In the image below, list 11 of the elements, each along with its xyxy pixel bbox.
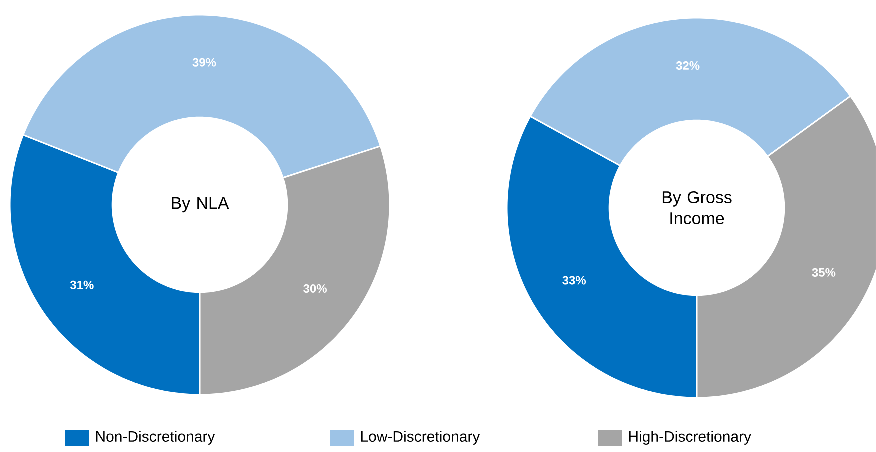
text: By Gross Income bbox=[662, 191, 732, 225]
text: By NLA bbox=[172, 197, 230, 213]
data-label: 31% bbox=[70, 280, 94, 290]
data-label: 32% bbox=[676, 62, 700, 70]
data-label: 39% bbox=[192, 58, 216, 67]
legend-label: High-Discretionary bbox=[629, 430, 752, 445]
legend-label: Non-Discretionary bbox=[96, 430, 216, 445]
legend-label: Low-Discretionary bbox=[361, 430, 480, 445]
data-label: 35% bbox=[812, 268, 836, 277]
data-label: 33% bbox=[562, 276, 586, 285]
data-label: 30% bbox=[304, 284, 327, 294]
